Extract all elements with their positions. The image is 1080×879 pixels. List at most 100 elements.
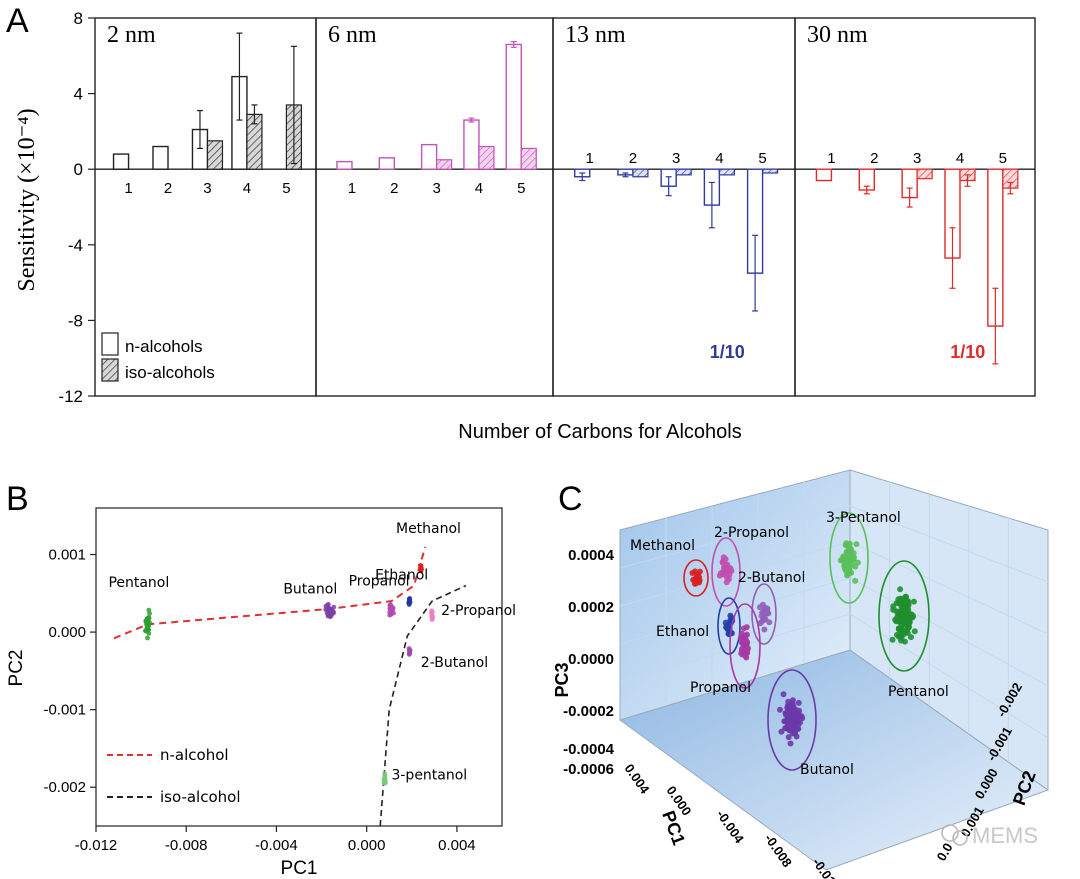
z-tick-label: -0.0002: [563, 703, 614, 720]
category-label: 5: [999, 150, 1007, 167]
data-point: [903, 593, 909, 600]
data-point: [331, 604, 337, 610]
watermark: MEMS: [941, 823, 1038, 848]
y-tick-label: 0.001: [48, 547, 86, 564]
category-label: 1: [827, 150, 835, 167]
legend-label-iso-alcohols: iso-alcohols: [125, 363, 215, 382]
category-label: 4: [715, 150, 723, 167]
category-label: 1: [586, 150, 594, 167]
data-point: [719, 559, 726, 566]
category-label: 3: [203, 180, 211, 197]
data-point: [382, 774, 388, 779]
cluster-3-pentanol: 3-Pentanol: [826, 510, 901, 604]
data-point: [854, 559, 861, 566]
grid-line: [849, 541, 1049, 635]
subpanel-title: 13 nm: [565, 22, 626, 48]
data-point: [390, 607, 395, 613]
data-point: [853, 541, 860, 548]
data-point: [905, 606, 912, 613]
cluster-methanol: [417, 563, 424, 574]
data-point: [417, 563, 423, 568]
data-point: [723, 574, 730, 581]
data-point: [901, 638, 908, 645]
data-point: [898, 634, 905, 641]
cluster-label: 2-Propanol: [441, 603, 516, 619]
panel-b-trend-lines: [113, 546, 467, 827]
data-point: [147, 611, 153, 616]
data-point: [898, 595, 905, 602]
cluster-methanol: Methanol: [630, 538, 709, 597]
x-tick-label: -0.008: [165, 837, 208, 854]
watermark-text: MEMS: [972, 823, 1038, 848]
grid-line: [619, 577, 851, 645]
data-point: [840, 554, 847, 561]
cluster-2-propanol: 2-Propanol: [711, 525, 789, 607]
bar-n-alcohol: [815, 168, 833, 182]
z-tick-label: 0.0004: [568, 547, 615, 564]
data-point: [894, 614, 901, 621]
category-label: 3: [432, 180, 440, 197]
x-tick-label: 0.000: [348, 837, 386, 854]
subpanel-title: 2 nm: [107, 22, 156, 48]
data-point: [429, 614, 435, 620]
cluster-ellipse: [751, 583, 777, 645]
category-label: 3: [672, 150, 680, 167]
panel-b-legend: n-alcohol iso-alcohol: [107, 746, 241, 806]
y-tick-label: -8: [68, 311, 83, 330]
data-point: [382, 777, 388, 783]
data-point: [904, 629, 911, 636]
panel-a-ylabel: Sensitivity (×10⁻⁴): [14, 108, 40, 291]
y-tick-label: -0.001: [43, 702, 86, 719]
cluster-propanol: Propanol: [690, 603, 761, 696]
cluster-ellipse: [878, 560, 930, 672]
subpanel-4: 30 nm 1 2 3 4 5 1/10: [794, 17, 1036, 397]
cluster-label: 2-Butanol: [738, 570, 805, 586]
data-point: [787, 740, 794, 747]
wechat-icon: [941, 824, 959, 842]
bar-n-alcohol: [112, 153, 130, 170]
data-point: [727, 617, 734, 624]
data-point: [911, 628, 918, 635]
data-point: [327, 613, 333, 619]
data-point: [407, 648, 412, 653]
grid-line: [619, 505, 851, 569]
z-tick-label: -0.0004: [563, 741, 615, 758]
cluster-ellipse: [711, 537, 741, 607]
data-point: [798, 713, 805, 720]
cluster-2-propanol: [429, 608, 435, 622]
cluster-ellipse: [683, 559, 709, 597]
bar-n-alcohol: [152, 145, 169, 170]
data-point: [145, 620, 151, 626]
grid-line: [849, 505, 1049, 583]
panel-c-zlabel: PC3: [552, 662, 572, 697]
data-point: [907, 615, 914, 622]
cluster-label: 3-pentanol: [391, 767, 467, 783]
cluster-3-pentanol: [381, 771, 388, 786]
bar-n-alcohol: [336, 160, 353, 170]
data-point: [725, 622, 732, 628]
panel-a-yaxis: 8 4 0 -4 -8 -12: [58, 9, 95, 406]
data-point: [852, 577, 859, 584]
pc1-tick-label: -0.004: [714, 807, 748, 846]
scale-note: 1/10: [950, 342, 985, 362]
cluster-label: 2-Butanol: [421, 655, 488, 671]
panel-b-xlabel: PC1: [281, 858, 318, 879]
cluster-pentanol: Pentanol: [878, 560, 949, 700]
cluster-label: Methanol: [396, 521, 461, 537]
panel-c-letter: C: [558, 480, 583, 518]
panel-b-frame: [95, 507, 503, 827]
panel-b: B -0.012 -0.008 -0.004 0.000 0.004 0.001 0.000…: [6, 480, 516, 879]
cluster-label: Ethanol: [656, 624, 709, 640]
data-point: [407, 651, 412, 657]
data-point: [794, 726, 801, 732]
panel-a: A Sensitivity (×10⁻⁴) Number of Carbons …: [6, 2, 1036, 443]
legend-swatch-n-alcohols: [101, 332, 119, 356]
data-point: [418, 568, 424, 573]
panel-c: C 0.0004 0.0002 0.0000 -0.0002 -0.0004 -0.000…: [552, 469, 1050, 879]
bar-iso-alcohol: [206, 140, 224, 170]
cluster-label: Propanol: [349, 574, 410, 590]
cluster-label: 3-Pentanol: [826, 510, 901, 526]
data-point: [904, 599, 911, 606]
